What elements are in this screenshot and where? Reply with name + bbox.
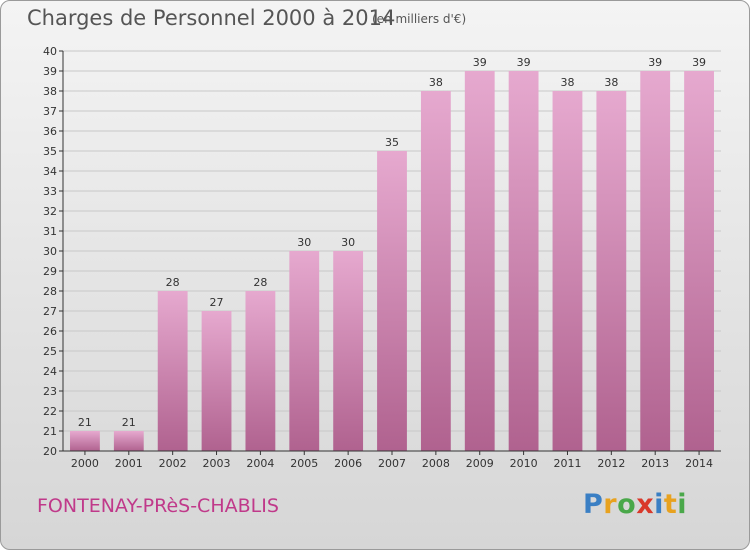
- bar-2001: [113, 431, 144, 451]
- data-label: 39: [648, 56, 662, 69]
- y-tick-label: 40: [43, 45, 57, 58]
- data-label: 28: [253, 276, 267, 289]
- data-label: 39: [473, 56, 487, 69]
- logo-letter: r: [603, 489, 618, 520]
- y-tick-label: 27: [43, 305, 57, 318]
- logo-letter: o: [617, 489, 637, 520]
- y-tick-label: 36: [43, 125, 57, 138]
- x-tick-label: 2005: [290, 457, 318, 470]
- bar-2014: [684, 71, 714, 451]
- data-label: 30: [297, 236, 311, 249]
- y-tick-label: 28: [43, 285, 57, 298]
- logo-letter: i: [654, 489, 664, 520]
- bars: [70, 71, 714, 451]
- y-tick-label: 37: [43, 105, 57, 118]
- x-tick-label: 2014: [685, 457, 713, 470]
- chart-subtitle: (en milliers d'€): [372, 12, 467, 26]
- data-label: 39: [692, 56, 706, 69]
- data-label: 30: [341, 236, 355, 249]
- x-tick-label: 2003: [203, 457, 231, 470]
- x-tick-label: 2000: [71, 457, 99, 470]
- bar-2000: [70, 431, 100, 451]
- bar-2009: [464, 71, 495, 451]
- data-label: 38: [429, 76, 443, 89]
- y-tick-label: 39: [43, 65, 57, 78]
- bar-2012: [596, 91, 627, 451]
- y-tick-label: 32: [43, 205, 57, 218]
- y-tick-label: 29: [43, 265, 57, 278]
- data-label: 38: [560, 76, 574, 89]
- x-tick-label: 2009: [466, 457, 494, 470]
- y-tick-label: 21: [43, 425, 57, 438]
- data-label: 21: [122, 416, 136, 429]
- logo-letter: P: [583, 489, 604, 520]
- bar-2013: [640, 71, 671, 451]
- y-tick-label: 35: [43, 145, 57, 158]
- x-tick-label: 2004: [246, 457, 274, 470]
- data-label: 38: [604, 76, 618, 89]
- proxiti-logo: Proxiti: [583, 489, 687, 520]
- bar-2004: [245, 291, 276, 451]
- x-tick-label: 2013: [641, 457, 669, 470]
- x-tick-label: 2007: [378, 457, 406, 470]
- chart-title: Charges de Personnel 2000 à 2014: [27, 6, 396, 30]
- y-tick-label: 25: [43, 345, 57, 358]
- x-tick-label: 2008: [422, 457, 450, 470]
- data-label: 35: [385, 136, 399, 149]
- data-label: 39: [517, 56, 531, 69]
- bar-2005: [289, 251, 320, 451]
- y-tick-label: 31: [43, 225, 57, 238]
- y-tick-label: 38: [43, 85, 57, 98]
- y-tick-label: 33: [43, 185, 57, 198]
- logo-letter: i: [677, 489, 688, 520]
- x-tick-label: 2011: [553, 457, 581, 470]
- x-tick-label: 2010: [510, 457, 538, 470]
- bar-2007: [377, 151, 407, 451]
- x-tick-label: 2006: [334, 457, 362, 470]
- data-label: 28: [166, 276, 180, 289]
- y-tick-label: 30: [43, 245, 57, 258]
- commune-name: FONTENAY-PRèS-CHABLIS: [37, 495, 279, 517]
- bar-2008: [420, 91, 451, 451]
- x-tick-label: 2002: [159, 457, 187, 470]
- y-tick-label: 23: [43, 385, 57, 398]
- labels: 20 21 22 23 24 25 26 27 28 29 30 31 32 33 34 35 36 37 38 39…: [43, 45, 713, 470]
- logo-letter: t: [663, 489, 678, 520]
- logo-letter: x: [636, 489, 655, 520]
- y-tick-label: 20: [43, 445, 57, 458]
- x-tick-label: 2012: [597, 457, 625, 470]
- y-tick-label: 34: [43, 165, 57, 178]
- bar-2011: [552, 91, 583, 451]
- y-tick-label: 26: [43, 325, 57, 338]
- x-tick-label: 2001: [115, 457, 143, 470]
- data-label: 21: [78, 416, 92, 429]
- y-tick-label: 22: [43, 405, 57, 418]
- bar-2006: [333, 251, 364, 451]
- axes: [59, 50, 721, 455]
- y-tick-label: 24: [43, 365, 57, 378]
- bar-2010: [508, 71, 539, 451]
- data-label: 27: [210, 296, 224, 309]
- bar-2002: [157, 291, 188, 451]
- bar-2003: [201, 311, 232, 451]
